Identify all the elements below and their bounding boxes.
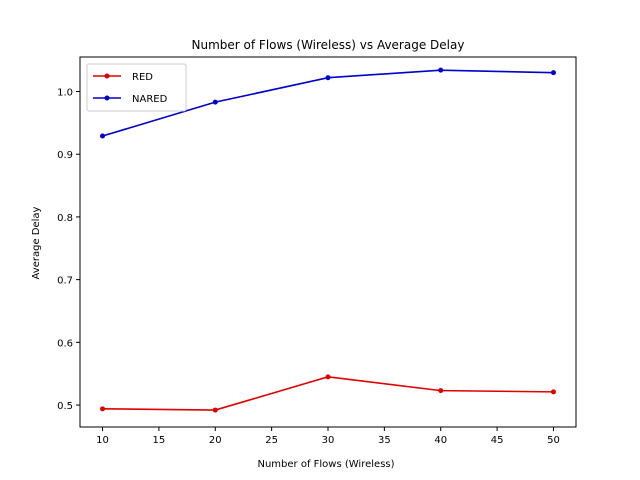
- legend: RED NARED: [86, 63, 187, 112]
- y-tick-label: 1.0: [57, 87, 73, 98]
- x-tick-label: 45: [491, 435, 504, 446]
- data-point-nared: [438, 67, 444, 73]
- x-axis-label: Number of Flows (Wireless): [257, 459, 394, 470]
- data-point-red: [212, 407, 218, 413]
- legend-label-nared: NARED: [132, 94, 168, 105]
- x-tick-label: 40: [434, 435, 447, 446]
- chart-title: Number of Flows (Wireless) vs Average De…: [192, 38, 465, 52]
- x-tick-label: 35: [378, 435, 391, 446]
- x-tick-label: 20: [209, 435, 222, 446]
- data-point-red: [325, 374, 331, 380]
- x-tick-label: 15: [153, 435, 166, 446]
- legend-marker-red: [104, 73, 110, 79]
- y-axis-label: Average Delay: [31, 206, 42, 279]
- data-point-nared: [212, 99, 218, 105]
- y-tick-label: 0.6: [57, 338, 73, 349]
- x-tick-label: 30: [322, 435, 335, 446]
- data-point-red: [100, 406, 106, 412]
- y-tick-label: 0.5: [57, 401, 73, 412]
- x-tick-label: 25: [265, 435, 278, 446]
- x-tick-label: 10: [96, 435, 109, 446]
- x-tick-label: 50: [547, 435, 560, 446]
- plot-area: 10 15 20 25 30 35 40 45 50 0.5 0.6 0.7 0.8 0.9 1.0: [57, 56, 577, 446]
- y-tick-label: 0.9: [57, 150, 73, 161]
- legend-label-red: RED: [132, 72, 153, 83]
- y-tick-label: 0.7: [57, 276, 73, 287]
- data-point-nared: [100, 133, 106, 139]
- data-point-nared: [325, 75, 331, 81]
- y-tick-label: 0.8: [57, 213, 73, 224]
- data-point-red: [438, 388, 444, 394]
- legend-marker-nared: [104, 95, 110, 101]
- data-point-nared: [550, 70, 556, 76]
- data-point-red: [550, 389, 556, 395]
